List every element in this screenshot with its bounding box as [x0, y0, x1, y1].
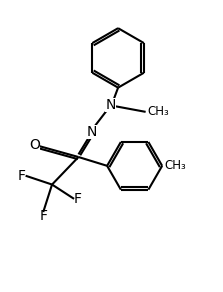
Text: F: F	[39, 209, 47, 223]
Text: CH₃: CH₃	[147, 105, 169, 118]
Text: N: N	[105, 98, 116, 112]
Text: F: F	[74, 192, 82, 206]
Text: N: N	[87, 125, 97, 139]
Text: O: O	[29, 138, 40, 152]
Text: F: F	[18, 169, 26, 183]
Text: CH₃: CH₃	[164, 159, 186, 172]
